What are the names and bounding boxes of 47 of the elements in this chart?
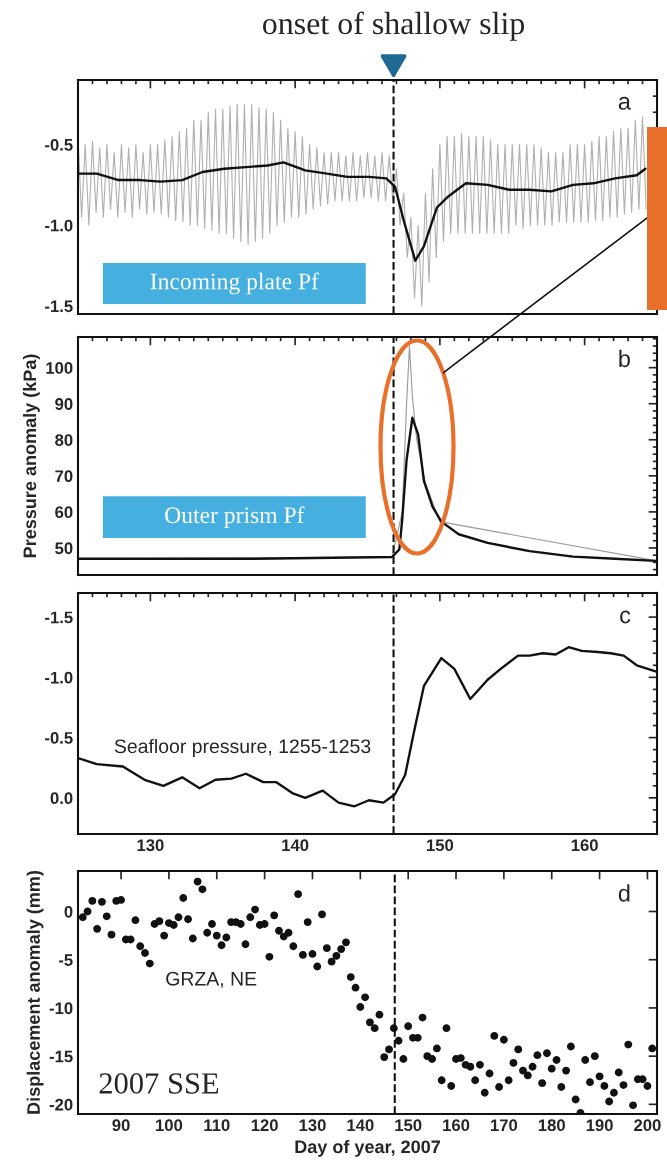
annotation: 2007 SSE (99, 1073, 219, 1094)
ref-line-label: onset of shallow slip (263, 11, 525, 41)
y-tick-label: 60 (55, 506, 73, 519)
y-tick-label: 80 (55, 434, 73, 446)
y-tick-label: 100 (46, 362, 73, 374)
y-tick-label: -1.0 (45, 219, 73, 232)
x-tick-label: 130 (137, 839, 164, 852)
x-tick-label: 200 (634, 1119, 661, 1132)
x-axis-title: Day of year, 2007 (295, 1139, 440, 1157)
annotation: Incoming plate Pf (150, 272, 319, 295)
x-tick-label: 140 (347, 1119, 374, 1132)
y-tick-label: 90 (55, 398, 73, 410)
y-tick-label: -0.5 (45, 732, 73, 744)
y-tick-label: -15 (49, 1050, 73, 1063)
annotation: Seafloor pressure, 1255-1253 (114, 738, 371, 758)
annotation: d (618, 884, 630, 902)
annotation: c (620, 610, 631, 624)
y-tick-label: 0 (64, 905, 73, 918)
y-tick-label: -0.5 (45, 138, 73, 151)
x-tick-label: 140 (282, 839, 309, 852)
annotation: b (619, 349, 630, 368)
x-tick-label: 180 (538, 1119, 565, 1132)
x-tick-label: 160 (443, 1119, 470, 1132)
x-tick-label: 90 (112, 1119, 130, 1132)
y-tick-label: 0.0 (50, 792, 73, 805)
y-axis-title: Displacement anomaly (mm) (26, 870, 44, 1114)
x-tick-label: 150 (427, 839, 454, 852)
y-tick-label: -10 (49, 1002, 73, 1015)
x-tick-label: 190 (586, 1119, 613, 1132)
y-tick-label: 70 (55, 470, 73, 483)
x-tick-label: 110 (204, 1119, 230, 1132)
x-tick-label: 120 (251, 1119, 278, 1132)
annotation: Outer prism Pf (165, 506, 305, 528)
y-tick-label: -1.5 (45, 300, 73, 313)
annotation: GRZA, NE (166, 971, 257, 988)
x-tick-label: 160 (571, 839, 598, 852)
x-tick-label: 170 (491, 1119, 518, 1132)
x-tick-label: 130 (299, 1119, 326, 1132)
annotation: a (618, 96, 631, 110)
y-tick-label: -1.5 (45, 611, 73, 624)
y-axis-title: Pressure anomaly (kPa) (22, 354, 40, 558)
y-tick-label: -5 (58, 954, 73, 966)
y-tick-label: -1.0 (45, 671, 73, 684)
x-tick-label: 150 (395, 1119, 422, 1132)
y-tick-label: -20 (49, 1098, 73, 1111)
y-tick-label: 50 (55, 542, 73, 555)
x-tick-label: 100 (156, 1119, 183, 1132)
